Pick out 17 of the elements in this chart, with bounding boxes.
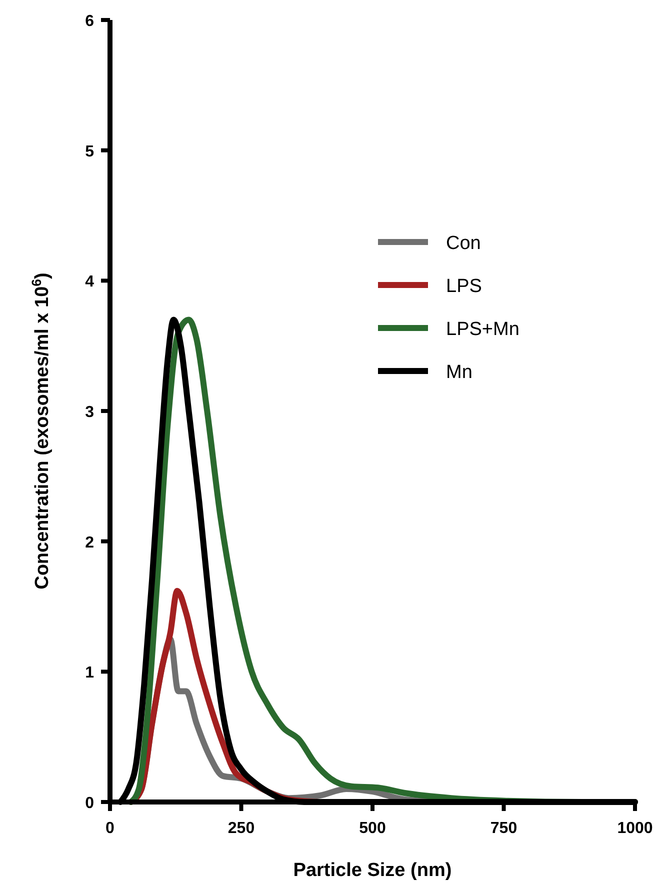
y-tick-label: 2 (85, 534, 94, 552)
x-tick-label: 250 (228, 820, 255, 837)
y-tick-label: 1 (85, 664, 94, 682)
y-tick-label: 6 (85, 13, 94, 30)
legend-label: LPS (446, 276, 482, 297)
x-tick-label: 0 (106, 820, 115, 837)
y-tick-label: 5 (85, 143, 94, 160)
legend-label: Con (446, 233, 481, 254)
y-tick-label: 4 (85, 274, 94, 291)
legend-label: Mn (446, 362, 472, 383)
x-tick-label: 500 (359, 820, 386, 837)
x-tick-label: 750 (490, 820, 518, 837)
x-axis-title: Particle Size (nm) (293, 860, 452, 881)
y-tick-label: 0 (85, 795, 94, 812)
legend-label: LPS+Mn (446, 319, 520, 340)
x-tick-label: 1000 (617, 820, 653, 837)
y-tick-label: 3 (85, 404, 94, 421)
